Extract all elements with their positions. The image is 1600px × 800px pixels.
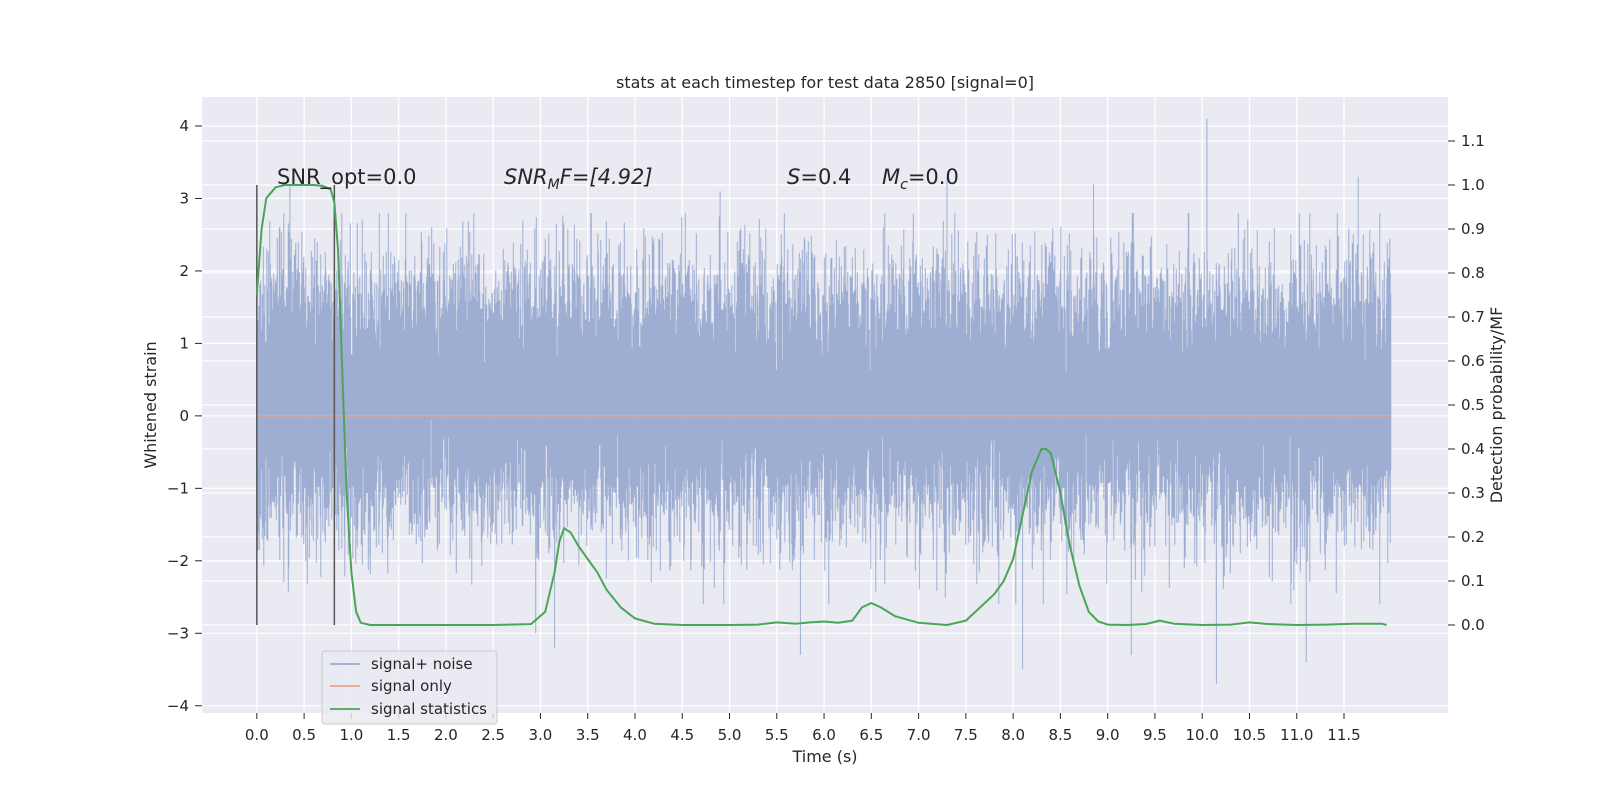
annotation-s: S=0.4 bbox=[787, 165, 851, 189]
x-tick-label: 5.0 bbox=[718, 726, 742, 744]
y-right-tick-label: 0.5 bbox=[1461, 396, 1485, 414]
y-right-axis-label: Detection probability/MF bbox=[1487, 307, 1506, 504]
legend-label-signal-statistics: signal statistics bbox=[371, 700, 487, 718]
y-right-tick-label: 0.1 bbox=[1461, 572, 1485, 590]
signal-statistics-line bbox=[255, 184, 1387, 626]
y-right-tick-label: 0.0 bbox=[1461, 616, 1485, 634]
y-tick-label: −1 bbox=[167, 479, 189, 497]
x-tick-label: 4.5 bbox=[670, 726, 694, 744]
legend-box bbox=[321, 650, 498, 725]
y-axis-label: Whitened strain bbox=[141, 341, 160, 468]
x-tick-label: 11.0 bbox=[1280, 726, 1313, 744]
x-tick-label: 4.0 bbox=[623, 726, 647, 744]
y-right-tick-label: 1.0 bbox=[1461, 176, 1485, 194]
axes: 0.0 0.5 1.0 1.5 2.0 2.5 3.0 3.5 4.0 4.5 5.0 5.5 6.0 6… bbox=[167, 117, 1485, 744]
x-tick-label: 7.5 bbox=[954, 726, 978, 744]
y-right-tick-label: 0.8 bbox=[1461, 264, 1485, 282]
snr-mf-rest-f: F=[4.92] bbox=[560, 165, 653, 189]
annotation-snr-opt: SNR_opt=0.0 bbox=[277, 165, 417, 190]
y-right-tick-label: 0.4 bbox=[1461, 440, 1485, 458]
s-value: =0.4 bbox=[800, 165, 851, 189]
y-right-tick-label: 0.2 bbox=[1461, 528, 1485, 546]
x-tick-label: 7.0 bbox=[907, 726, 931, 744]
x-tick-label: 1.5 bbox=[387, 726, 411, 744]
y-right-tick-label: 0.9 bbox=[1461, 220, 1485, 238]
x-tick-label: 9.5 bbox=[1143, 726, 1167, 744]
mc-sub: c bbox=[900, 177, 908, 193]
x-tick-label: 6.5 bbox=[859, 726, 883, 744]
x-tick-label: 2.0 bbox=[434, 726, 458, 744]
x-tick-label: 3.0 bbox=[529, 726, 553, 744]
y-tick-label: 4 bbox=[179, 117, 189, 135]
annotation-mc: Mc=0.0 bbox=[882, 165, 959, 193]
x-tick-label: 3.5 bbox=[576, 726, 600, 744]
x-tick-label: 6.0 bbox=[812, 726, 836, 744]
x-tick-label: 1.0 bbox=[339, 726, 363, 744]
y-tick-label: 0 bbox=[179, 407, 189, 425]
y-tick-label: 1 bbox=[179, 334, 189, 352]
legend-label-signal-plus-noise: signal+ noise bbox=[371, 655, 473, 673]
snr-mf-sub: M bbox=[548, 177, 560, 193]
x-tick-label: 11.5 bbox=[1327, 726, 1360, 744]
chart-title: stats at each timestep for test data 285… bbox=[616, 73, 1034, 92]
vertical-markers bbox=[256, 185, 336, 625]
x-tick-label: 5.5 bbox=[765, 726, 789, 744]
legend-label-signal-only: signal only bbox=[371, 677, 452, 695]
y-tick-label: −3 bbox=[167, 624, 189, 642]
y-tick-label: −4 bbox=[167, 697, 189, 715]
y-right-tick-label: 0.7 bbox=[1461, 308, 1485, 326]
mc-label: M bbox=[882, 165, 900, 189]
y-right-tick-label: 1.1 bbox=[1461, 132, 1485, 150]
y-right-tick-label: 0.3 bbox=[1461, 484, 1485, 502]
x-tick-label: 0.5 bbox=[292, 726, 316, 744]
s-label: S bbox=[787, 165, 800, 189]
y-right-tick-label: 0.6 bbox=[1461, 352, 1485, 370]
series-signal-statistics bbox=[255, 184, 1387, 626]
x-axis-label: Time (s) bbox=[791, 747, 857, 766]
y-tick-label: 3 bbox=[179, 189, 189, 207]
legend: signal+ noise signal only signal statist… bbox=[321, 650, 498, 725]
x-tick-label: 10.0 bbox=[1186, 726, 1219, 744]
y-tick-label: 2 bbox=[179, 262, 189, 280]
x-tick-label: 8.0 bbox=[1001, 726, 1025, 744]
y-tick-label: −2 bbox=[167, 552, 189, 570]
mc-value: =0.0 bbox=[908, 165, 959, 189]
x-tick-label: 10.5 bbox=[1233, 726, 1266, 744]
x-tick-label: 8.5 bbox=[1048, 726, 1072, 744]
x-tick-label: 2.5 bbox=[481, 726, 505, 744]
snr-mf-base: SNR bbox=[504, 165, 548, 189]
annotation-snr-mf: SNRMF=[4.92] bbox=[504, 165, 653, 193]
x-tick-label: 0.0 bbox=[245, 726, 269, 744]
x-tick-label: 9.0 bbox=[1096, 726, 1120, 744]
